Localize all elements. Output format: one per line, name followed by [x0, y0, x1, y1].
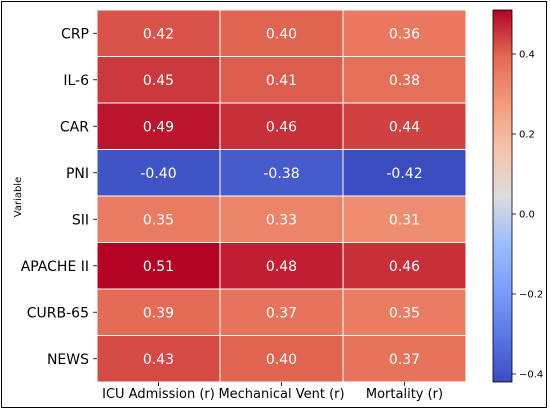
heatmap-cell: [342, 102, 467, 150]
cell-value-labels: 0.42 0.40 0.36 0.45 0.41 0.38 0.49 0.46 0.44 -0.4…: [140, 26, 422, 368]
cell-value-label: -0.42: [386, 166, 422, 182]
row-tick-label: APACHE II: [21, 259, 89, 275]
cell-value-label: 0.37: [266, 305, 297, 321]
heatmap-cell: [219, 149, 344, 197]
colorbar-ticks: −0.4 −0.2 0.0 0.2 0.4: [512, 50, 543, 381]
column-tick-labels: ICU Admission (r) Mechanical Vent (r) Mort…: [102, 382, 443, 402]
heatmap-cell: [219, 56, 344, 104]
cell-value-label: 0.31: [389, 212, 420, 228]
heatmap-cell: [219, 288, 344, 336]
cell-value-label: 0.42: [143, 26, 174, 42]
cell-value-label: 0.36: [389, 26, 420, 42]
column-tick-label: Mortality (r): [366, 387, 443, 402]
colorbar-tick-label: −0.4: [519, 370, 543, 381]
heatmap-cell: [96, 288, 221, 336]
heatmap-cell: [96, 9, 221, 57]
cell-value-label: -0.40: [140, 166, 176, 182]
cell-value-label: 0.46: [266, 119, 297, 135]
row-tick-label: CAR: [60, 119, 89, 135]
cell-value-label: 0.46: [389, 259, 420, 275]
colorbar: [492, 9, 513, 383]
heatmap-cell: [342, 195, 467, 243]
cell-value-label: 0.45: [143, 73, 174, 89]
cell-value-label: 0.43: [143, 352, 174, 368]
heatmap-cell: [219, 9, 344, 57]
cell-value-label: 0.49: [143, 119, 174, 135]
cell-value-label: 0.33: [266, 212, 297, 228]
row-tick-label: IL-6: [63, 73, 89, 89]
cell-value-label: 0.37: [389, 352, 420, 368]
cell-value-label: 0.41: [266, 73, 297, 89]
row-tick-label: CURB-65: [27, 305, 89, 321]
heatmap-cell: [342, 288, 467, 336]
colorbar-tick-label: 0.0: [519, 210, 535, 221]
cell-value-label: 0.44: [389, 119, 420, 135]
cell-value-label: 0.39: [143, 305, 174, 321]
cell-value-label: -0.38: [263, 166, 299, 182]
cell-value-label: 0.35: [389, 305, 420, 321]
cell-value-label: 0.40: [266, 352, 297, 368]
row-tick-label: NEWS: [47, 352, 89, 368]
cell-value-label: 0.48: [266, 259, 297, 275]
colorbar-tick-label: 0.2: [519, 130, 535, 141]
row-tick-label: PNI: [66, 166, 89, 182]
column-tick-label: Mechanical Vent (r): [218, 387, 344, 402]
heatmap-cell: [219, 242, 344, 290]
heatmap-cell: [96, 195, 221, 243]
heatmap-cell: [342, 335, 467, 383]
heatmap-cell: [342, 242, 467, 290]
row-tick-labels: CRP IL-6 CAR PNI SII APACHE II CURB-65 NEWS: [21, 26, 97, 368]
heatmap-cells: [96, 9, 467, 383]
y-axis-label: Variable: [13, 177, 24, 218]
column-tick-label: ICU Admission (r): [102, 387, 215, 402]
cell-value-label: 0.38: [389, 73, 420, 89]
row-tick-label: CRP: [61, 26, 89, 42]
cell-value-label: 0.51: [143, 259, 174, 275]
heatmap-cell: [342, 9, 467, 57]
colorbar-tick-label: 0.4: [519, 50, 535, 61]
cell-value-label: 0.35: [143, 212, 174, 228]
colorbar-tick-label: −0.2: [519, 290, 543, 301]
cell-value-label: 0.40: [266, 26, 297, 42]
heatmap-cell: [96, 335, 221, 383]
row-tick-label: SII: [72, 212, 89, 228]
